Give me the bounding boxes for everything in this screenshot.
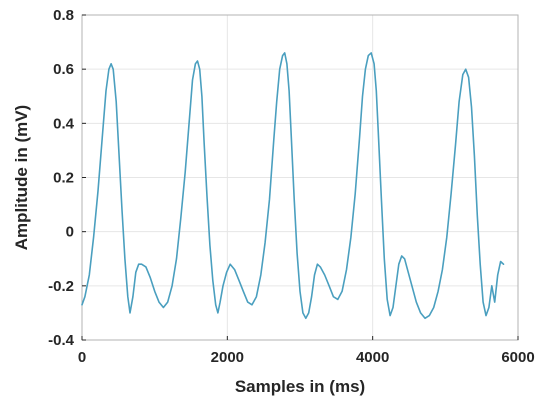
y-axis-title: Amplitude in (mV) [12,105,31,250]
x-tick-label: 4000 [356,349,389,366]
x-tick-label: 2000 [211,349,244,366]
y-tick-label: -0.4 [48,332,75,349]
y-tick-label: 0.6 [53,61,74,78]
ecg-signal-line [81,52,505,320]
tick-labels: 0 2000 4000 6000 -0.4 -0.2 0 0.2 0.4 0.6 0.8 [48,7,535,366]
y-tick-label: -0.2 [48,278,74,295]
y-tick-label: 0.8 [53,7,74,24]
y-tick-label: 0.4 [53,115,75,132]
axis-ticks [81,14,519,341]
series-layer [81,52,505,320]
y-tick-label: 0.2 [53,170,74,187]
x-axis-title: Samples in (ms) [235,377,365,396]
x-tick-label: 0 [78,349,86,366]
y-tick-label: 0 [66,224,74,241]
x-tick-label: 6000 [501,349,534,366]
